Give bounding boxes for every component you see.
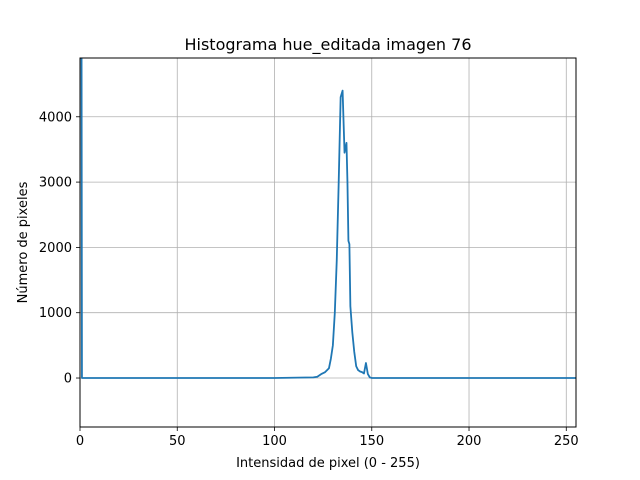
chart-title: Histograma hue_editada imagen 76 [184, 35, 471, 55]
x-axis-title: Intensidad de pixel (0 - 255) [236, 456, 420, 471]
y-tick-label: 1000 [39, 306, 72, 321]
y-tick-label: 2000 [39, 241, 72, 256]
y-axis-title: Número de pixeles [16, 181, 31, 303]
x-tick-label: 200 [457, 434, 482, 449]
series-layer [80, 58, 576, 379]
plot-area-frame [79, 57, 577, 428]
x-tick-label: 0 [76, 434, 84, 449]
x-tick-label: 250 [554, 434, 579, 449]
x-tick-label: 50 [169, 434, 186, 449]
y-axis-ticks: 0 1000 2000 3000 4000 [39, 110, 80, 387]
y-tick-label: 3000 [39, 176, 72, 191]
x-tick-label: 150 [359, 434, 384, 449]
x-axis-ticks: 0 50 100 150 200 250 [76, 427, 579, 449]
x-tick-label: 100 [262, 434, 287, 449]
y-tick-label: 4000 [39, 110, 72, 125]
series-line-hue-editada [80, 58, 576, 379]
y-tick-label: 0 [64, 372, 72, 387]
